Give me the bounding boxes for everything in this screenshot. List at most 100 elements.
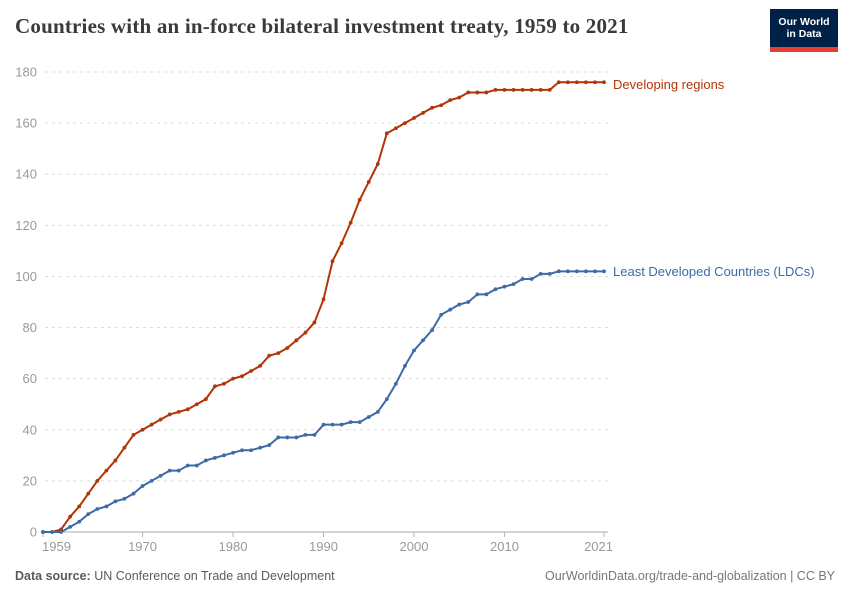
y-tick-label: 100: [15, 269, 37, 284]
data-point-marker: [475, 292, 480, 297]
data-point-marker: [529, 277, 534, 281]
data-point-marker: [104, 504, 109, 509]
data-point-marker: [77, 519, 82, 524]
data-point-marker: [303, 432, 308, 437]
data-point-marker: [149, 422, 154, 427]
data-point-marker: [339, 422, 344, 427]
data-point-marker: [231, 376, 235, 381]
data-point-marker: [122, 445, 127, 450]
data-point-marker: [511, 87, 516, 92]
data-point-marker: [95, 507, 100, 511]
data-point-marker: [176, 409, 181, 414]
data-point-marker: [466, 300, 471, 304]
data-point-marker: [167, 412, 172, 417]
owid-logo-line2: in Data: [786, 28, 822, 40]
owid-logo-line1: Our World: [778, 16, 830, 28]
data-point-marker: [77, 504, 82, 509]
data-point-marker: [68, 514, 73, 519]
data-point-marker: [484, 90, 489, 95]
data-source-text: UN Conference on Trade and Development: [90, 569, 335, 583]
data-point-marker: [249, 448, 254, 453]
data-point-marker: [502, 87, 507, 92]
y-tick-label: 0: [30, 525, 37, 540]
data-point-marker: [439, 312, 444, 317]
series-label-ldcs[interactable]: Least Developed Countries (LDCs): [613, 264, 815, 279]
data-point-marker: [50, 530, 54, 534]
data-point-marker: [194, 463, 199, 468]
data-point-marker: [167, 468, 172, 473]
data-point-marker: [493, 287, 498, 292]
data-source-label: Data source:: [15, 569, 91, 583]
chart-footer: Data source: UN Conference on Trade and …: [0, 565, 850, 600]
data-point-marker: [493, 87, 498, 92]
data-point-marker: [140, 484, 145, 488]
data-point-marker: [529, 87, 534, 92]
data-point-marker: [475, 90, 480, 95]
data-point-marker: [556, 269, 561, 274]
data-point-marker: [276, 351, 281, 356]
data-point-marker: [357, 197, 362, 202]
data-point-marker: [403, 363, 407, 368]
series-line-developing-regions[interactable]: [42, 81, 605, 533]
y-tick-label: 20: [23, 473, 37, 488]
series-label-developing-regions[interactable]: Developing regions: [613, 77, 725, 92]
data-point-marker: [285, 435, 290, 440]
data-point-marker: [267, 443, 272, 448]
owid-logo[interactable]: Our World in Data: [770, 9, 838, 52]
data-point-marker: [393, 126, 398, 131]
data-point-marker: [294, 435, 299, 440]
data-point-marker: [366, 179, 371, 184]
data-point-marker: [231, 450, 235, 455]
data-point-marker: [593, 269, 597, 274]
data-point-marker: [149, 478, 154, 483]
data-point-marker: [194, 402, 199, 407]
data-point-marker: [602, 80, 606, 85]
data-point-marker: [502, 284, 507, 289]
data-point-marker: [348, 220, 353, 225]
series-line-least-developed-countries-ldcs[interactable]: [42, 270, 605, 533]
data-point-marker: [321, 422, 326, 427]
data-point-marker: [375, 162, 380, 166]
data-point-marker: [276, 435, 281, 440]
data-point-marker: [439, 103, 444, 108]
data-point-marker: [457, 302, 462, 307]
y-tick-label: 120: [15, 218, 37, 233]
data-point-marker: [457, 95, 462, 100]
y-tick-label: 80: [23, 320, 37, 335]
data-point-marker: [185, 463, 190, 468]
data-point-marker: [384, 131, 389, 136]
data-point-marker: [584, 80, 588, 85]
data-point-marker: [312, 432, 317, 437]
data-point-marker: [158, 417, 163, 422]
data-point-marker: [384, 397, 389, 402]
x-tick-label: 1980: [219, 539, 248, 554]
x-tick-label: 1990: [309, 539, 338, 554]
data-point-marker: [466, 90, 471, 95]
data-point-marker: [203, 458, 208, 463]
x-tick-label: 1959: [42, 539, 71, 554]
data-point-marker: [448, 98, 453, 103]
data-point-marker: [412, 348, 416, 353]
data-point-marker: [213, 455, 217, 460]
data-point-marker: [240, 448, 244, 453]
owid-url-license[interactable]: OurWorldinData.org/trade-and-globalizati…: [545, 569, 835, 583]
data-point-marker: [59, 530, 63, 534]
data-point-marker: [176, 468, 181, 473]
x-tick-label: 1970: [128, 539, 157, 554]
data-point-marker: [412, 116, 416, 120]
x-tick-label: 2021: [584, 539, 613, 554]
data-point-marker: [140, 427, 145, 432]
data-point-marker: [584, 269, 588, 274]
data-point-marker: [538, 87, 543, 92]
data-point-marker: [258, 363, 263, 368]
data-point-marker: [593, 80, 597, 85]
data-point-marker: [213, 384, 217, 389]
data-point-marker: [95, 478, 100, 483]
data-point-marker: [285, 346, 290, 350]
data-point-marker: [104, 468, 109, 473]
y-tick-label: 160: [15, 116, 37, 131]
data-point-marker: [348, 420, 353, 425]
data-point-marker: [565, 269, 570, 274]
x-tick-label: 2010: [490, 539, 519, 554]
